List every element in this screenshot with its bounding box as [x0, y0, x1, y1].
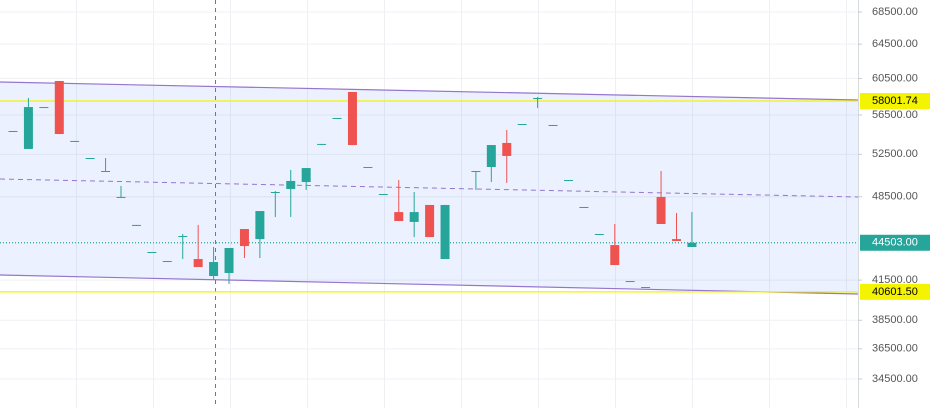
price-axis-labels: 68500.00 64500.00 60500.00 56500.00 52500.00… [858, 6, 930, 385]
candle-body [378, 193, 388, 195]
price-label-box [860, 234, 930, 251]
candle-body [409, 212, 419, 222]
channel-lower [0, 274, 859, 295]
y-tick-label: 38500.00 [872, 314, 918, 326]
candle-body [563, 180, 573, 182]
channel-fill [0, 82, 858, 294]
price-label: 44503.00 [872, 237, 918, 249]
candle-body [656, 196, 666, 225]
candle-body [486, 145, 496, 168]
candle-body [610, 245, 620, 266]
candle-body [255, 211, 265, 240]
candle-body [224, 247, 234, 273]
candle-body [502, 142, 512, 156]
grid [0, 0, 858, 408]
candle-body [641, 287, 651, 289]
candle-body [687, 242, 697, 248]
candle-body [209, 262, 219, 277]
candle-body [54, 81, 64, 135]
price-lines [0, 100, 858, 293]
candle-body [85, 158, 95, 160]
candle-body [440, 204, 450, 260]
candle-body [239, 229, 249, 247]
candle-body [8, 130, 18, 132]
candle-body [347, 91, 357, 146]
y-tick-label: 60500.00 [872, 72, 918, 84]
y-tick-label: 68500.00 [872, 6, 918, 18]
candle-body [425, 204, 435, 238]
y-tick-label: 52500.00 [872, 148, 918, 160]
y-tick-label: 48500.00 [872, 191, 918, 203]
candle-body [579, 206, 589, 208]
candle-body [548, 124, 558, 126]
candle-body [23, 107, 33, 149]
y-tick-label: 56500.00 [872, 109, 918, 121]
candle-body [533, 97, 543, 99]
candle-body [147, 252, 157, 254]
price-label-box [860, 283, 930, 300]
price-label: 58001.74 [872, 95, 918, 107]
candle-body [39, 107, 49, 109]
candle-body [116, 196, 126, 198]
candle-body [332, 117, 342, 119]
price-label-box [860, 92, 930, 109]
y-tick-label: 34500.00 [872, 373, 918, 385]
candle-body [162, 261, 172, 263]
candle-body [301, 168, 311, 183]
candles [8, 81, 697, 289]
channel-mid [0, 178, 859, 198]
candle-body [594, 233, 604, 235]
candle-body [471, 170, 481, 172]
candle-body [101, 170, 111, 172]
candle-body [394, 212, 404, 221]
candle-body [671, 239, 681, 241]
candle-body [625, 281, 635, 283]
candle-body [517, 124, 527, 126]
y-tick-label: 64500.00 [872, 38, 918, 50]
channel-upper [0, 81, 859, 101]
candle-body [131, 224, 141, 226]
candle-body [270, 192, 280, 194]
candle-body [363, 167, 373, 169]
candle-body [193, 259, 203, 268]
y-tick-label: 41500.00 [872, 274, 918, 286]
candle-body [286, 180, 296, 189]
candle-body [178, 235, 188, 237]
candle-body [317, 143, 327, 145]
candle-body [70, 140, 80, 142]
price-axis [858, 0, 932, 408]
y-tick-label: 36500.00 [872, 343, 918, 355]
price-label: 40601.50 [872, 286, 918, 298]
